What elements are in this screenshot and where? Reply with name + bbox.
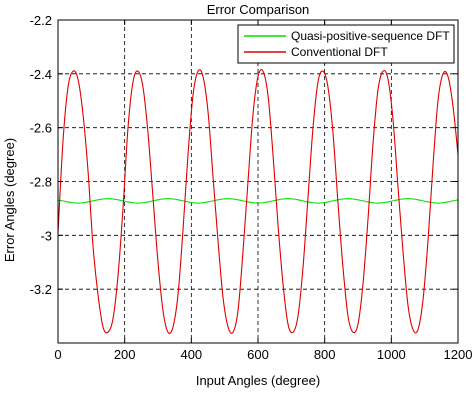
- x-tick-labels: 0 200 400 600 800 1000 1200: [54, 347, 472, 362]
- series-layer: [57, 69, 459, 334]
- x-tick-label: 1000: [377, 347, 406, 362]
- y-tick-labels: -2.2 -2.4 -2.6 -2.8 -3 -3.2: [30, 13, 52, 297]
- x-axis-title: Input Angles (degree): [196, 373, 320, 388]
- x-tick-label: 0: [54, 347, 61, 362]
- x-tick-label: 400: [180, 347, 202, 362]
- legend: Quasi-positive-sequence DFT Conventional…: [237, 24, 455, 64]
- x-tick-label: 800: [314, 347, 336, 362]
- x-tick-label: 200: [114, 347, 136, 362]
- axis-ticks: [57, 19, 459, 343]
- series-line-quasi-positive-sequence-dft: [57, 198, 459, 204]
- y-tick-label: -2.2: [30, 13, 52, 28]
- series-line-conventional-dft: [57, 69, 459, 334]
- chart-title: Error Comparison: [207, 2, 310, 17]
- legend-label-conventional-dft: Conventional DFT: [291, 45, 388, 59]
- y-tick-label: -3: [40, 228, 52, 243]
- x-tick-label: 600: [247, 347, 269, 362]
- y-tick-label: -3.2: [30, 282, 52, 297]
- y-tick-label: -2.6: [30, 121, 52, 136]
- legend-box: [237, 24, 455, 64]
- legend-label-quasi-positive-sequence-dft: Quasi-positive-sequence DFT: [291, 29, 450, 43]
- x-tick-label: 1200: [444, 347, 473, 362]
- y-tick-label: -2.4: [30, 67, 52, 82]
- y-tick-label: -2.8: [30, 175, 52, 190]
- y-axis-title: Error Angles (degree): [2, 138, 17, 262]
